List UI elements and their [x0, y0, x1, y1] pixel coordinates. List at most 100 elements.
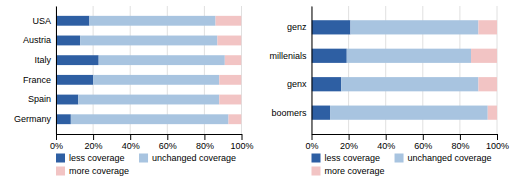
y-tick: genx — [287, 79, 312, 89]
y-tick-label: France — [23, 75, 51, 85]
x-tick-mark — [386, 134, 387, 140]
bar — [71, 114, 229, 124]
x-tick-label: 80% — [451, 141, 469, 151]
y-tick: boomers — [271, 108, 311, 118]
legend-swatch — [139, 154, 148, 163]
x-axis: 0% 20% 40% 60% 80% 100% — [305, 134, 509, 151]
y-tick: genz — [287, 22, 312, 32]
legend-item: unchanged coverage — [139, 153, 236, 163]
y-tick-label: USA — [32, 16, 51, 26]
x-tick-label: 60% — [414, 141, 432, 151]
grid — [312, 6, 498, 134]
x-tick-mark — [56, 134, 57, 140]
bar-series — [216, 16, 242, 124]
x-tick-mark — [204, 134, 205, 140]
legend: less coverage unchanged coverage more cove… — [312, 153, 492, 176]
y-tick-label: Austria — [23, 35, 51, 45]
legend-label: unchanged coverage — [152, 153, 236, 163]
bar-series — [471, 20, 497, 120]
legend-swatch — [312, 154, 321, 163]
x-tick-mark — [349, 134, 350, 140]
x-tick-label: 80% — [196, 141, 214, 151]
x-axis-line — [312, 134, 498, 135]
legend: less coverage unchanged coverage more cove… — [56, 153, 236, 176]
bar — [56, 95, 78, 105]
x-tick-label: 40% — [122, 141, 140, 151]
bar — [312, 49, 347, 63]
y-tick: France — [23, 75, 56, 85]
x-tick: 100% — [230, 134, 253, 151]
legend-swatch — [312, 167, 321, 176]
y-tick-label: Spain — [28, 94, 51, 104]
y-axis: USAAustriaItalyFranceSpainGermany — [14, 7, 57, 135]
bar — [99, 55, 225, 65]
y-tick-label: Germany — [14, 114, 52, 124]
bar — [330, 106, 488, 120]
x-tick: 60% — [159, 134, 177, 151]
bar — [219, 75, 241, 85]
legend-swatch — [56, 154, 65, 163]
y-tick-label: boomers — [271, 108, 307, 118]
x-tick-mark — [423, 134, 424, 140]
x-axis-line — [57, 134, 243, 135]
x-tick-mark — [242, 134, 243, 140]
x-tick-label: 40% — [377, 141, 395, 151]
x-tick: 20% — [85, 134, 103, 151]
bar — [78, 95, 219, 105]
legend-label: more coverage — [325, 166, 385, 176]
legend-item: less coverage — [312, 153, 381, 163]
bar-series — [330, 20, 488, 120]
bar — [56, 75, 93, 85]
grid — [56, 6, 242, 134]
bar — [229, 114, 242, 124]
chart-root: 0%20%40%60%80%100%USAAustriaItalyFranceS… — [0, 0, 511, 180]
bar — [225, 55, 242, 65]
x-tick-label: 100% — [486, 141, 509, 151]
bar — [312, 77, 342, 91]
grid-line — [56, 6, 57, 134]
x-tick: 40% — [377, 134, 395, 151]
y-axis-line — [56, 7, 57, 135]
x-tick-label: 20% — [85, 141, 103, 151]
bar — [347, 49, 471, 63]
legend-item: less coverage — [56, 153, 125, 163]
legend-swatch — [56, 167, 65, 176]
x-tick-mark — [497, 134, 498, 140]
legend-label: less coverage — [69, 153, 125, 163]
x-tick: 100% — [486, 134, 509, 151]
y-axis-line — [312, 7, 313, 135]
bar — [478, 77, 497, 91]
x-tick-label: 0% — [50, 141, 63, 151]
legend-label: unchanged coverage — [408, 153, 492, 163]
legend-item: unchanged coverage — [395, 153, 492, 163]
y-tick: Spain — [28, 94, 56, 104]
x-tick-label: 0% — [305, 141, 318, 151]
bar — [93, 75, 219, 85]
legend-label: less coverage — [325, 153, 381, 163]
bar — [56, 55, 99, 65]
x-tick-mark — [312, 134, 313, 140]
x-tick: 20% — [340, 134, 358, 151]
bar — [216, 16, 242, 26]
y-axis: genz millenials genx boomers — [269, 7, 312, 135]
bar — [56, 114, 71, 124]
bar — [350, 20, 478, 34]
y-tick-label: genz — [287, 22, 307, 32]
bar — [219, 95, 241, 105]
bars — [56, 16, 242, 124]
bar — [80, 36, 217, 46]
bar — [56, 16, 89, 26]
y-tick: millenials — [269, 51, 311, 61]
x-tick-mark — [460, 134, 461, 140]
y-tick: Germany — [14, 114, 56, 124]
x-tick: 40% — [122, 134, 140, 151]
legend-label: more coverage — [69, 166, 129, 176]
x-tick: 0% — [305, 134, 318, 151]
x-tick-mark — [93, 134, 94, 140]
x-tick-label: 20% — [340, 141, 358, 151]
x-tick-label: 60% — [159, 141, 177, 151]
bar-series — [312, 20, 351, 120]
bar-series — [71, 16, 229, 124]
x-tick-label: 100% — [230, 141, 253, 151]
x-axis: 0% 20% 40% 60% 80% 100% — [50, 134, 254, 151]
